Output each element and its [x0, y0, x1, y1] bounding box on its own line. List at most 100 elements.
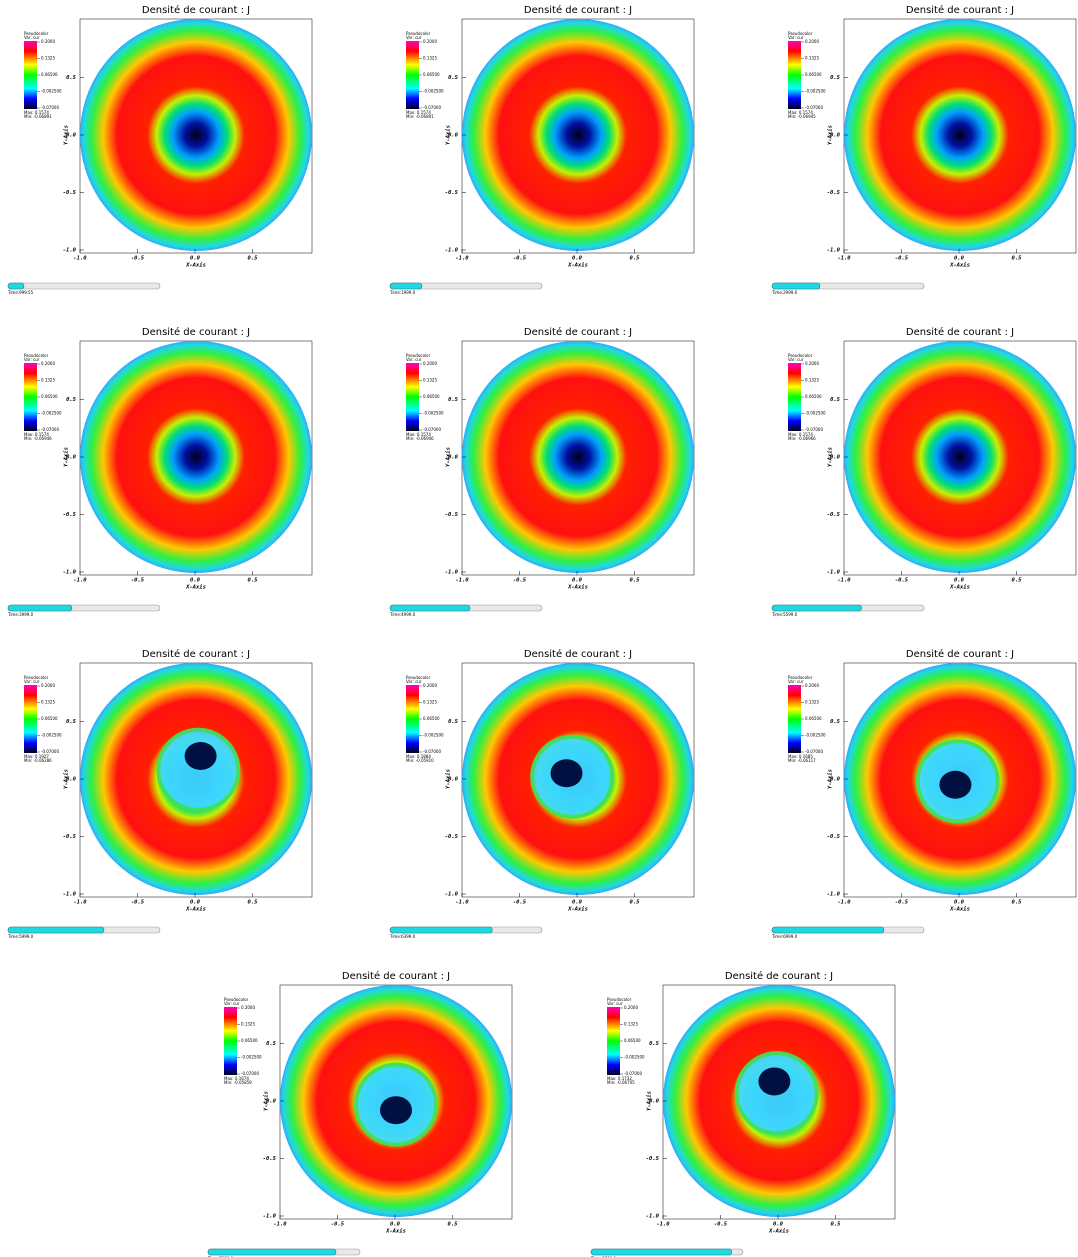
- legend-title: Pseudocolor: [788, 675, 813, 680]
- y-axis-label: Y-Axis: [828, 769, 834, 789]
- field-disk: [844, 341, 1076, 573]
- y-tick-label: 0.5: [448, 719, 459, 725]
- colorbar-label: -0.07000: [423, 749, 441, 754]
- colorbar-label: -0.07000: [624, 1071, 642, 1076]
- y-tick-label: -1.0: [646, 1214, 660, 1220]
- y-tick-label: -1.0: [445, 570, 459, 576]
- colorbar: [24, 41, 37, 109]
- x-tick-label: 0.5: [630, 578, 641, 584]
- y-tick-label: 0.5: [66, 397, 77, 403]
- legend-title: Pseudocolor: [24, 353, 49, 358]
- legend-var: Var: cur: [24, 357, 40, 362]
- time-label: Time:2999.0: [771, 290, 798, 295]
- time-label: Time:999.55: [7, 290, 34, 295]
- legend-title: Pseudocolor: [406, 353, 431, 358]
- panel-title: Densité de courant : J: [906, 326, 1014, 338]
- colorbar-label: 0.1325: [805, 56, 819, 61]
- colorbar: [406, 685, 419, 753]
- time-label: Time:5599.0: [771, 612, 798, 617]
- x-axis-label: X-Axis: [185, 585, 206, 591]
- y-tick-label: -1.0: [827, 892, 841, 898]
- colorbar: [224, 1007, 237, 1075]
- colorbar-label: 0.1325: [423, 700, 437, 705]
- field-disk: [462, 341, 694, 573]
- y-tick-label: -0.5: [445, 834, 459, 840]
- legend-var: Var: cur: [224, 1001, 240, 1006]
- x-tick-label: 0.5: [448, 1222, 459, 1228]
- min-label: Min: -0.06945: [788, 114, 816, 119]
- y-axis-label: Y-Axis: [446, 769, 452, 789]
- x-tick-label: 0.5: [1012, 578, 1023, 584]
- y-tick-label: -1.0: [63, 892, 77, 898]
- x-tick-label: -1.0: [455, 578, 469, 584]
- max-label: Max: 0.1574: [24, 110, 49, 115]
- colorbar-label: 0.2000: [624, 1005, 638, 1010]
- legend-var: Var: cur: [788, 357, 804, 362]
- x-tick-label: -0.5: [895, 900, 909, 906]
- y-tick-label: -0.5: [63, 190, 77, 196]
- x-axis-label: X-Axis: [385, 1229, 406, 1235]
- x-tick-label: 0.0: [954, 256, 965, 262]
- min-label: Min: -0.06286: [24, 758, 52, 763]
- colorbar-label: 0.2000: [41, 683, 55, 688]
- max-label: Max: 0.1685: [788, 754, 813, 759]
- time-label: Time:3999.0: [7, 612, 34, 617]
- colorbar-label: 0.1325: [241, 1022, 255, 1027]
- x-tick-label: 0.0: [773, 1222, 784, 1228]
- max-label: Max: 0.1574: [406, 432, 431, 437]
- x-tick-label: -0.5: [513, 256, 527, 262]
- field-disk: [80, 341, 312, 573]
- colorbar-label: 0.2000: [805, 361, 819, 366]
- time-progress: [7, 282, 25, 290]
- x-tick-label: -1.0: [455, 900, 469, 906]
- time-progress: [7, 604, 73, 612]
- colorbar-label: 0.1325: [624, 1022, 638, 1027]
- legend-var: Var: cur: [788, 679, 804, 684]
- colorbar-label: 0.2000: [41, 39, 55, 44]
- colorbar-label: 0.2000: [423, 683, 437, 688]
- colorbar-label: 0.1325: [423, 56, 437, 61]
- y-tick-label: 0.5: [66, 719, 77, 725]
- colorbar: [406, 363, 419, 431]
- panel-title: Densité de courant : J: [725, 970, 833, 982]
- x-tick-label: 0.0: [190, 256, 201, 262]
- core-vortex: [939, 770, 972, 799]
- x-axis-label: X-Axis: [185, 907, 206, 913]
- colorbar-label: -0.002500: [805, 411, 826, 416]
- y-tick-label: 0.0: [448, 133, 459, 139]
- colorbar-label: -0.002500: [423, 89, 444, 94]
- colorbar-label: -0.002500: [423, 411, 444, 416]
- x-tick-label: 0.5: [248, 900, 259, 906]
- x-tick-label: -0.5: [131, 578, 145, 584]
- colorbar-label: -0.07000: [805, 749, 823, 754]
- y-tick-label: 0.0: [649, 1099, 660, 1105]
- min-label: Min: -0.06946: [24, 436, 52, 441]
- plot-panel: Densité de courant : J -1.0 -0.5 0.0 0.5 0.5 0…: [7, 648, 313, 939]
- colorbar-label: -0.07000: [41, 105, 59, 110]
- panel-title: Densité de courant : J: [142, 4, 250, 16]
- x-axis-label: X-Axis: [768, 1229, 789, 1235]
- colorbar-label: -0.07000: [41, 749, 59, 754]
- colorbar-label: 0.1325: [805, 700, 819, 705]
- time-label: Time:4999.0: [389, 612, 416, 617]
- colorbar-label: 0.2000: [41, 361, 55, 366]
- x-tick-label: -0.5: [513, 578, 527, 584]
- x-tick-label: -1.0: [837, 900, 851, 906]
- colorbar-label: 0.2000: [805, 683, 819, 688]
- y-tick-label: 0.0: [266, 1099, 277, 1105]
- y-tick-label: -0.5: [263, 1156, 277, 1162]
- max-label: Max: 0.1884: [406, 754, 431, 759]
- x-tick-label: 0.0: [390, 1222, 401, 1228]
- time-label: Time:6399.0: [389, 934, 416, 939]
- time-label: Time:1999.0: [389, 290, 416, 295]
- y-tick-label: -0.5: [827, 834, 841, 840]
- colorbar-label: -0.07000: [423, 105, 441, 110]
- x-axis-label: X-Axis: [567, 263, 588, 269]
- panel-title: Densité de courant : J: [906, 4, 1014, 16]
- max-label: Max: 0.1574: [788, 432, 813, 437]
- y-axis-label: Y-Axis: [828, 125, 834, 145]
- colorbar: [406, 41, 419, 109]
- x-tick-label: -0.5: [895, 578, 909, 584]
- min-label: Min: -0.06705: [607, 1080, 635, 1085]
- y-tick-label: 0.5: [649, 1041, 660, 1047]
